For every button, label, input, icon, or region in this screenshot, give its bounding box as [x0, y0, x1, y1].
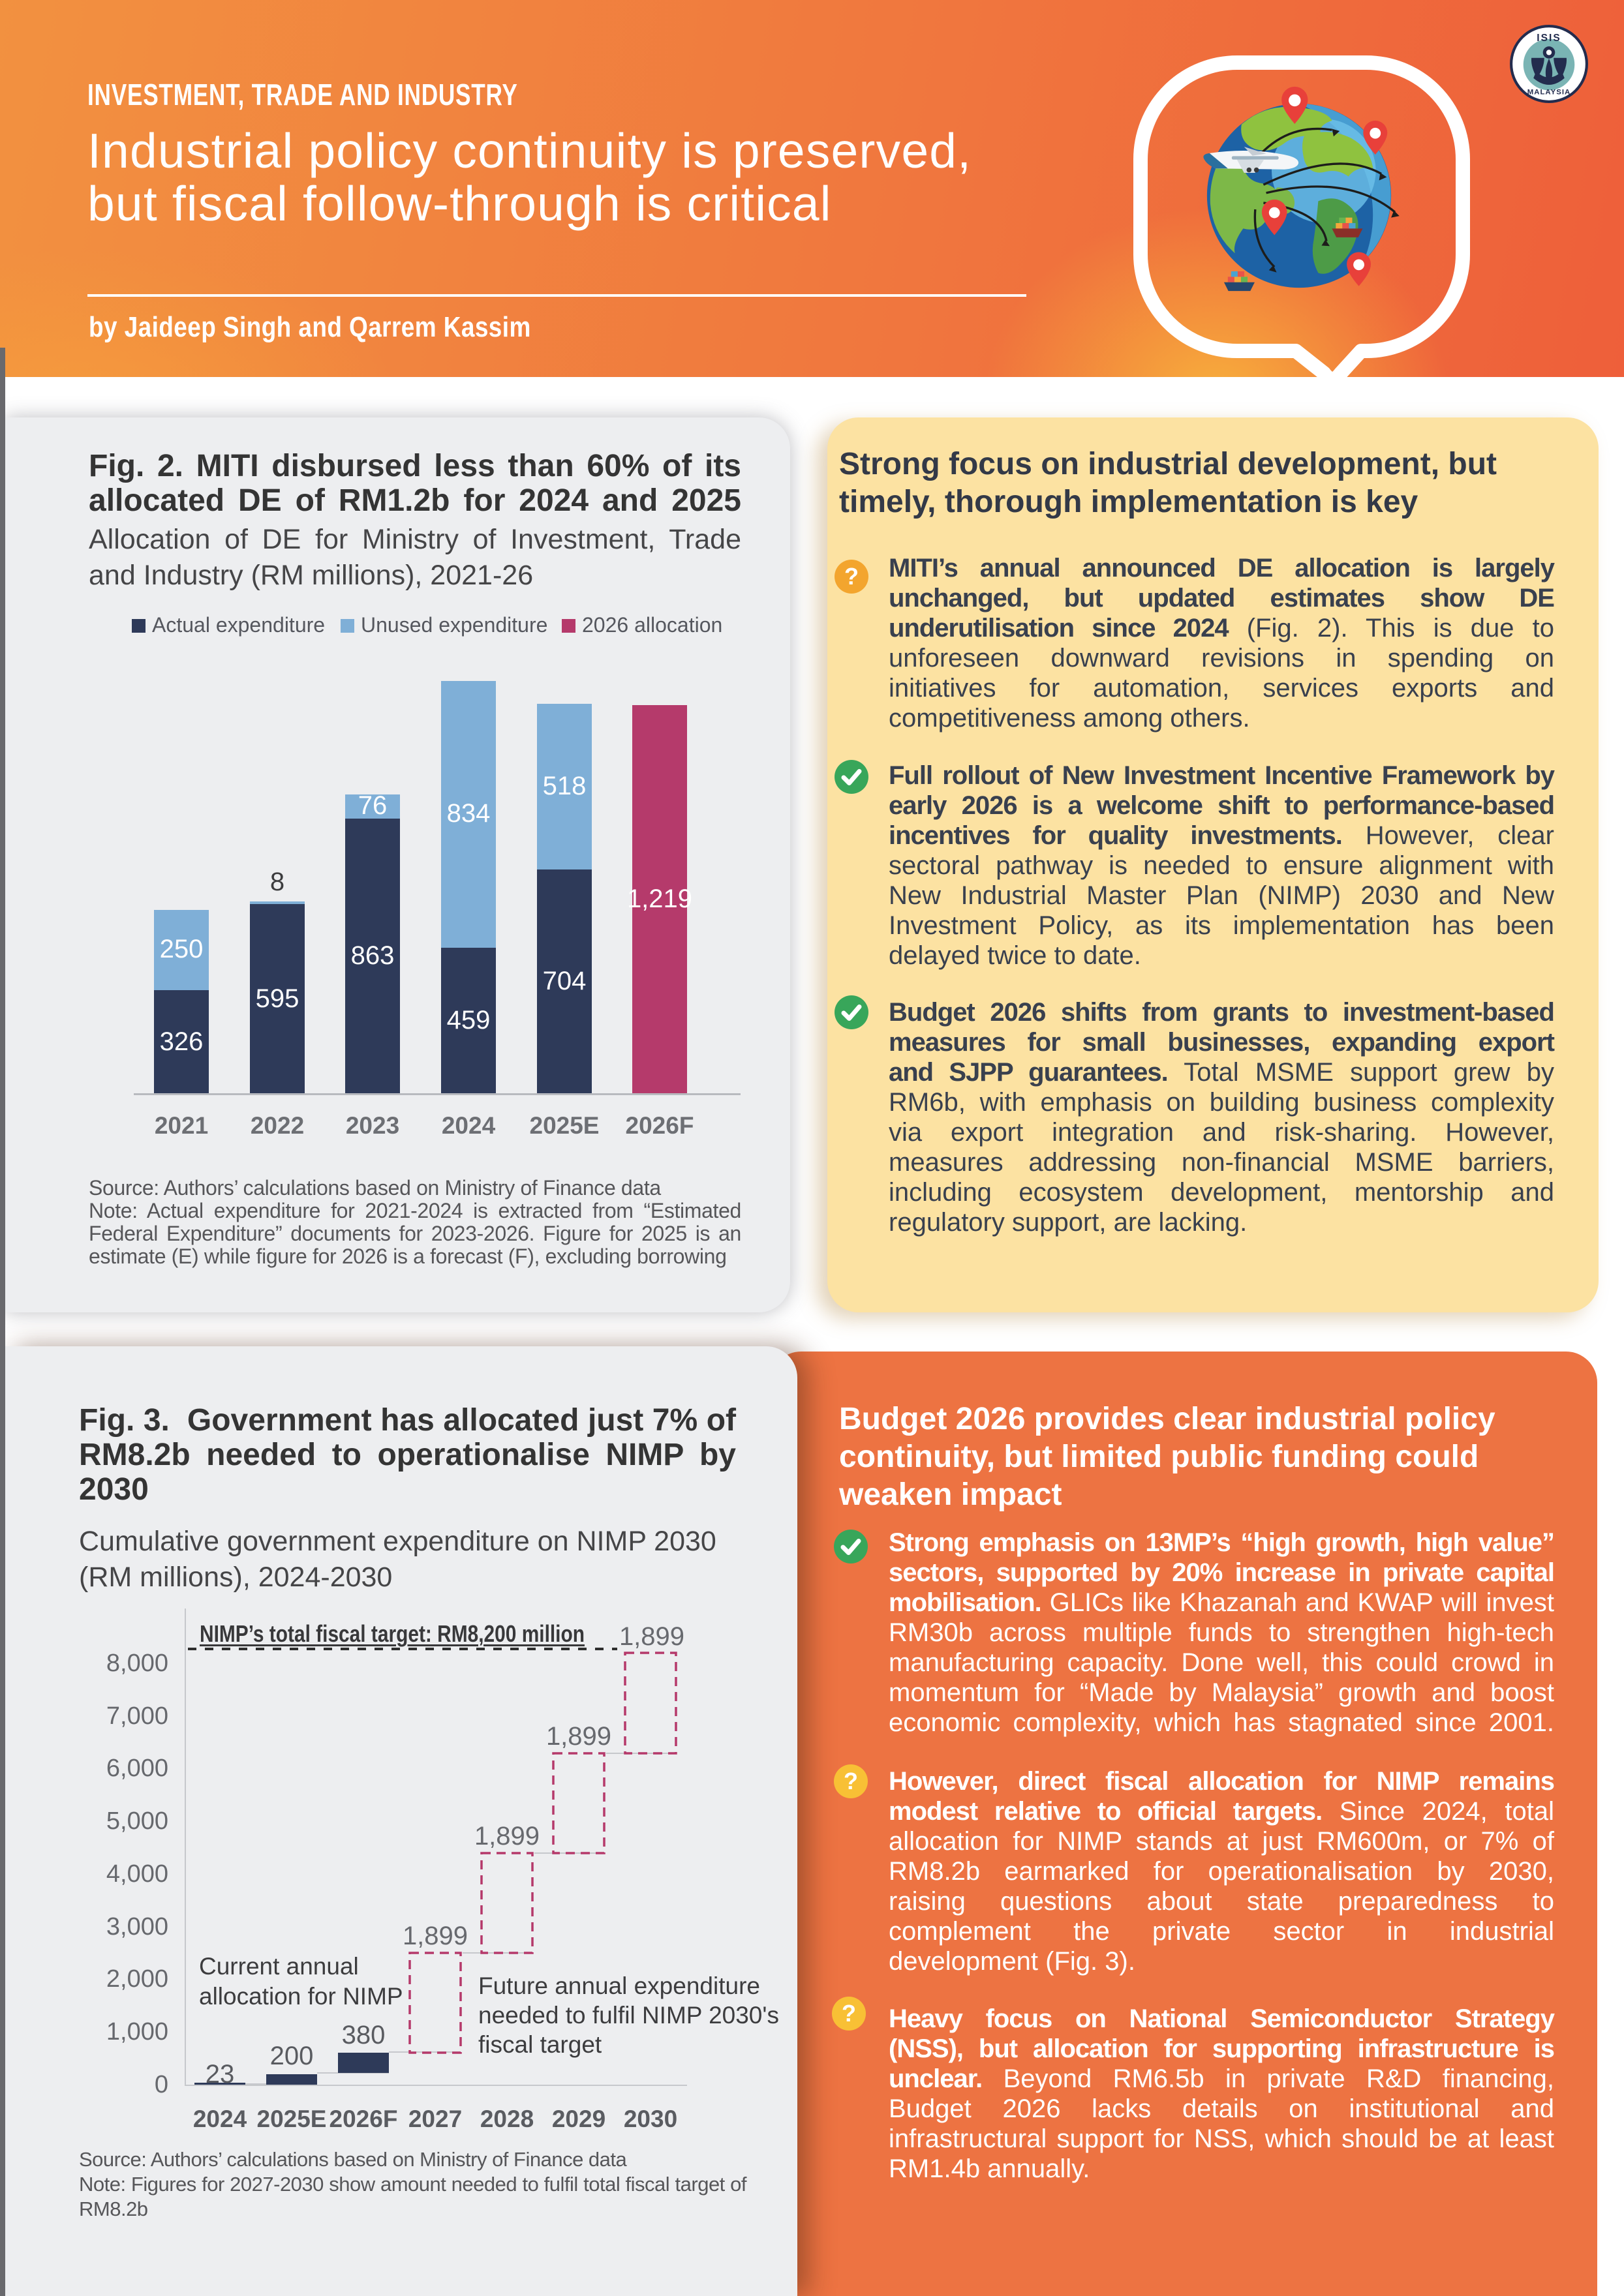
svg-text:MALAYSIA: MALAYSIA	[1527, 89, 1571, 97]
svg-text:ISIS: ISIS	[1537, 33, 1561, 44]
